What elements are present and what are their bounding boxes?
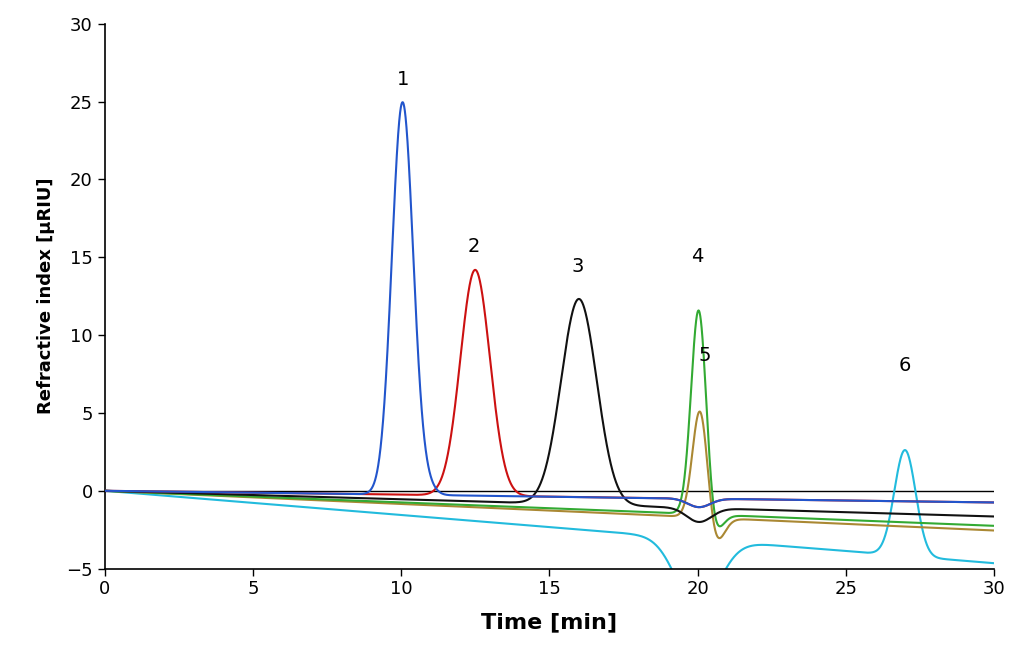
Text: 1: 1 — [397, 70, 409, 89]
Text: 4: 4 — [691, 247, 704, 266]
Text: 3: 3 — [571, 257, 584, 276]
X-axis label: Time [min]: Time [min] — [481, 613, 617, 632]
Y-axis label: Refractive index [μRIU]: Refractive index [μRIU] — [37, 178, 55, 415]
Text: 6: 6 — [898, 356, 912, 374]
Text: 5: 5 — [699, 346, 711, 365]
Text: 2: 2 — [467, 237, 480, 256]
